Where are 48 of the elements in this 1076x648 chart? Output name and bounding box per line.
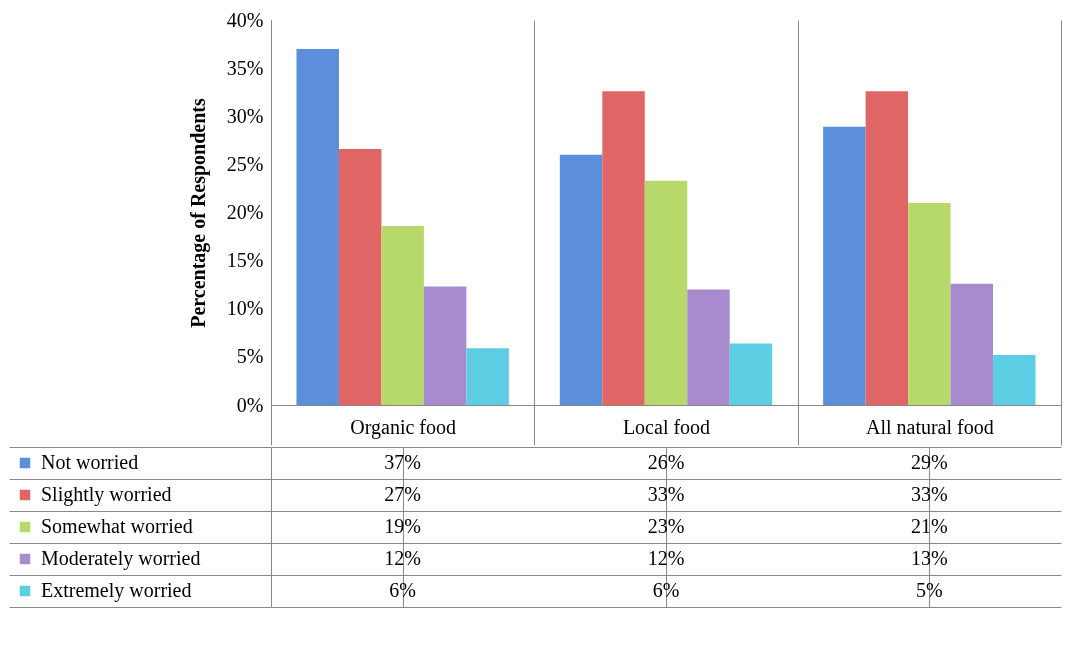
bar bbox=[865, 91, 909, 405]
bar bbox=[644, 180, 688, 405]
bar bbox=[559, 154, 603, 405]
x-tick-label: Local food bbox=[622, 415, 711, 438]
bar bbox=[687, 289, 730, 405]
y-tick-label: 40% bbox=[226, 8, 264, 31]
legend-label: Slightly worried bbox=[41, 483, 172, 506]
bar bbox=[823, 126, 866, 405]
data-label: 6% bbox=[652, 579, 680, 601]
bar bbox=[993, 354, 1036, 405]
data-label: 23% bbox=[647, 515, 685, 537]
bar bbox=[602, 91, 645, 405]
legend-label: Somewhat worried bbox=[41, 515, 193, 537]
data-label: 33% bbox=[911, 483, 948, 505]
data-label: 33% bbox=[647, 483, 685, 505]
bar bbox=[423, 286, 467, 405]
bar bbox=[466, 348, 509, 405]
legend-label: Moderately worried bbox=[41, 547, 201, 570]
y-tick-label: 30% bbox=[226, 104, 264, 127]
bar bbox=[338, 148, 382, 405]
x-tick-label: Organic food bbox=[350, 415, 457, 439]
x-tick-label: All natural food bbox=[865, 415, 994, 438]
data-label: 5% bbox=[916, 579, 943, 601]
y-tick-label: 5% bbox=[236, 345, 264, 368]
y-tick-label: 0% bbox=[236, 393, 264, 416]
bar bbox=[381, 225, 424, 405]
data-label: 13% bbox=[911, 547, 948, 569]
data-label: 6% bbox=[389, 579, 416, 601]
data-label: 12% bbox=[384, 547, 421, 569]
bar bbox=[950, 283, 994, 405]
data-label: 27% bbox=[384, 483, 421, 505]
bar bbox=[729, 343, 773, 405]
y-tick-label: 15% bbox=[226, 249, 264, 272]
bar bbox=[296, 48, 339, 405]
legend-label: Extremely worried bbox=[41, 579, 192, 602]
bar bbox=[908, 202, 951, 405]
data-label: 12% bbox=[647, 547, 685, 569]
data-label: 37% bbox=[384, 451, 421, 473]
y-tick-label: 20% bbox=[226, 201, 264, 223]
y-tick-label: 25% bbox=[226, 152, 264, 175]
legend-label: Not worried bbox=[41, 451, 139, 473]
data-label: 21% bbox=[911, 515, 948, 537]
data-label: 19% bbox=[384, 515, 421, 537]
data-label: 26% bbox=[647, 451, 685, 473]
y-axis-title: Percentage of Respondents bbox=[186, 97, 210, 328]
data-label: 29% bbox=[911, 451, 948, 473]
y-tick-label: 35% bbox=[226, 56, 264, 79]
y-tick-label: 10% bbox=[226, 297, 264, 320]
